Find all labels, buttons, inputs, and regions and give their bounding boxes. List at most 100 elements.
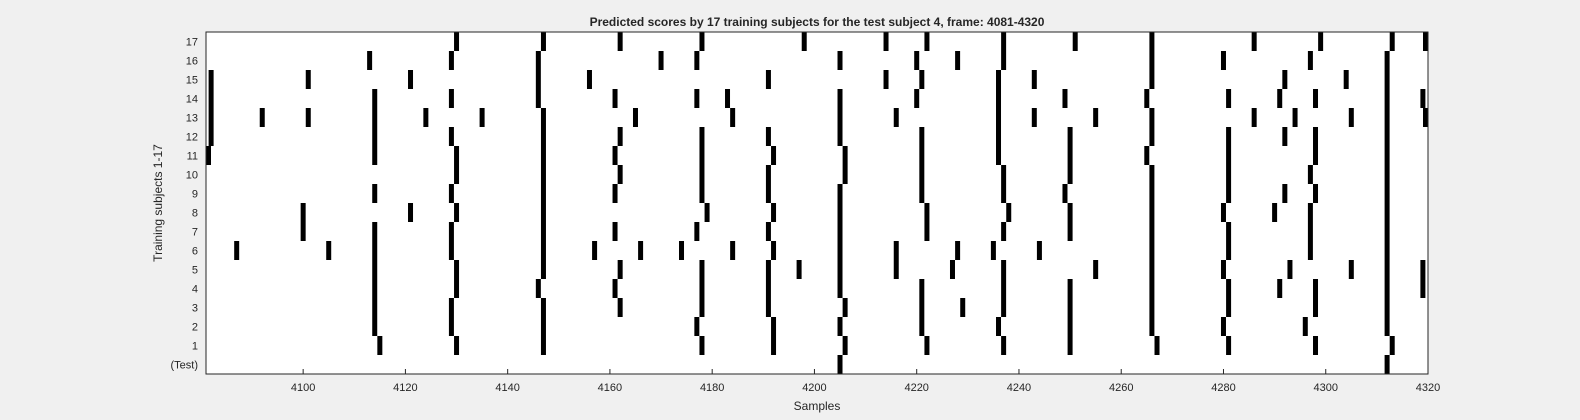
event-mark <box>541 127 546 146</box>
event-mark <box>1068 317 1073 336</box>
y-tick-label: 3 <box>192 303 198 315</box>
event-mark <box>541 146 546 165</box>
event-mark <box>541 241 546 260</box>
y-tick-label: 12 <box>186 132 198 144</box>
event-mark <box>1385 165 1390 184</box>
event-mark <box>618 127 623 146</box>
event-mark <box>1385 203 1390 222</box>
event-mark <box>1226 165 1231 184</box>
event-mark <box>838 108 843 127</box>
event-mark <box>996 89 1001 108</box>
y-tick-label: 7 <box>192 227 198 239</box>
event-mark <box>209 89 214 108</box>
y-tick-label: 4 <box>192 284 198 296</box>
event-mark <box>454 165 459 184</box>
event-mark <box>955 51 960 70</box>
event-mark <box>541 317 546 336</box>
event-mark <box>1037 241 1042 260</box>
event-mark <box>766 165 771 184</box>
event-mark <box>449 127 454 146</box>
x-tick-label: 4260 <box>1109 382 1133 394</box>
event-mark <box>1282 127 1287 146</box>
event-mark <box>1149 184 1154 203</box>
x-tick-label: 4140 <box>495 382 519 394</box>
event-mark <box>1385 51 1390 70</box>
y-tick-label: 9 <box>192 189 198 201</box>
event-mark <box>1385 298 1390 317</box>
event-mark <box>1226 298 1231 317</box>
event-mark <box>766 279 771 298</box>
event-mark <box>1093 108 1098 127</box>
event-mark <box>699 279 704 298</box>
event-mark <box>618 260 623 279</box>
event-mark <box>894 260 899 279</box>
event-mark <box>1385 127 1390 146</box>
y-tick-label: 16 <box>186 56 198 68</box>
event-mark <box>1308 203 1313 222</box>
event-mark <box>633 108 638 127</box>
event-mark <box>914 51 919 70</box>
event-mark <box>924 222 929 241</box>
event-mark <box>766 260 771 279</box>
event-mark <box>480 108 485 127</box>
event-mark <box>955 241 960 260</box>
y-tick-label: 2 <box>192 322 198 334</box>
event-mark <box>618 165 623 184</box>
event-mark <box>1252 108 1257 127</box>
event-mark <box>1032 70 1037 89</box>
event-mark <box>1062 184 1067 203</box>
event-mark <box>372 146 377 165</box>
event-mark <box>699 336 704 355</box>
event-mark <box>1032 108 1037 127</box>
event-mark <box>454 279 459 298</box>
event-mark <box>449 89 454 108</box>
event-mark <box>449 298 454 317</box>
event-mark <box>1313 89 1318 108</box>
event-mark <box>1385 146 1390 165</box>
event-mark <box>699 127 704 146</box>
event-mark <box>1149 32 1154 51</box>
y-tick-label: 5 <box>192 265 198 277</box>
event-mark <box>449 51 454 70</box>
event-mark <box>618 32 623 51</box>
event-mark <box>1144 89 1149 108</box>
event-mark <box>301 222 306 241</box>
event-mark <box>1068 279 1073 298</box>
y-tick-label: 15 <box>186 75 198 87</box>
event-mark <box>1385 222 1390 241</box>
event-mark <box>1155 336 1160 355</box>
event-mark <box>372 317 377 336</box>
y-tick-label: 8 <box>192 208 198 220</box>
event-mark <box>1287 260 1292 279</box>
event-mark <box>725 89 730 108</box>
event-mark <box>1313 336 1318 355</box>
event-mark <box>454 260 459 279</box>
event-mark <box>209 127 214 146</box>
event-mark <box>541 108 546 127</box>
event-mark <box>1303 317 1308 336</box>
event-mark <box>372 108 377 127</box>
x-tick-label: 4200 <box>802 382 826 394</box>
event-mark <box>613 184 618 203</box>
event-mark <box>1313 127 1318 146</box>
event-mark <box>1277 89 1282 108</box>
event-mark <box>1282 184 1287 203</box>
event-mark <box>1221 260 1226 279</box>
event-mark <box>541 222 546 241</box>
event-mark <box>536 89 541 108</box>
y-tick-label: 17 <box>186 37 198 49</box>
event-mark <box>771 203 776 222</box>
event-mark <box>802 32 807 51</box>
event-mark <box>372 184 377 203</box>
event-mark <box>1313 279 1318 298</box>
event-mark <box>377 336 382 355</box>
event-mark <box>894 108 899 127</box>
event-mark <box>408 70 413 89</box>
event-mark <box>1144 146 1149 165</box>
event-mark <box>919 298 924 317</box>
event-mark <box>1001 51 1006 70</box>
event-mark <box>1349 108 1354 127</box>
event-mark <box>1385 89 1390 108</box>
event-mark <box>1149 51 1154 70</box>
event-mark <box>1272 203 1277 222</box>
